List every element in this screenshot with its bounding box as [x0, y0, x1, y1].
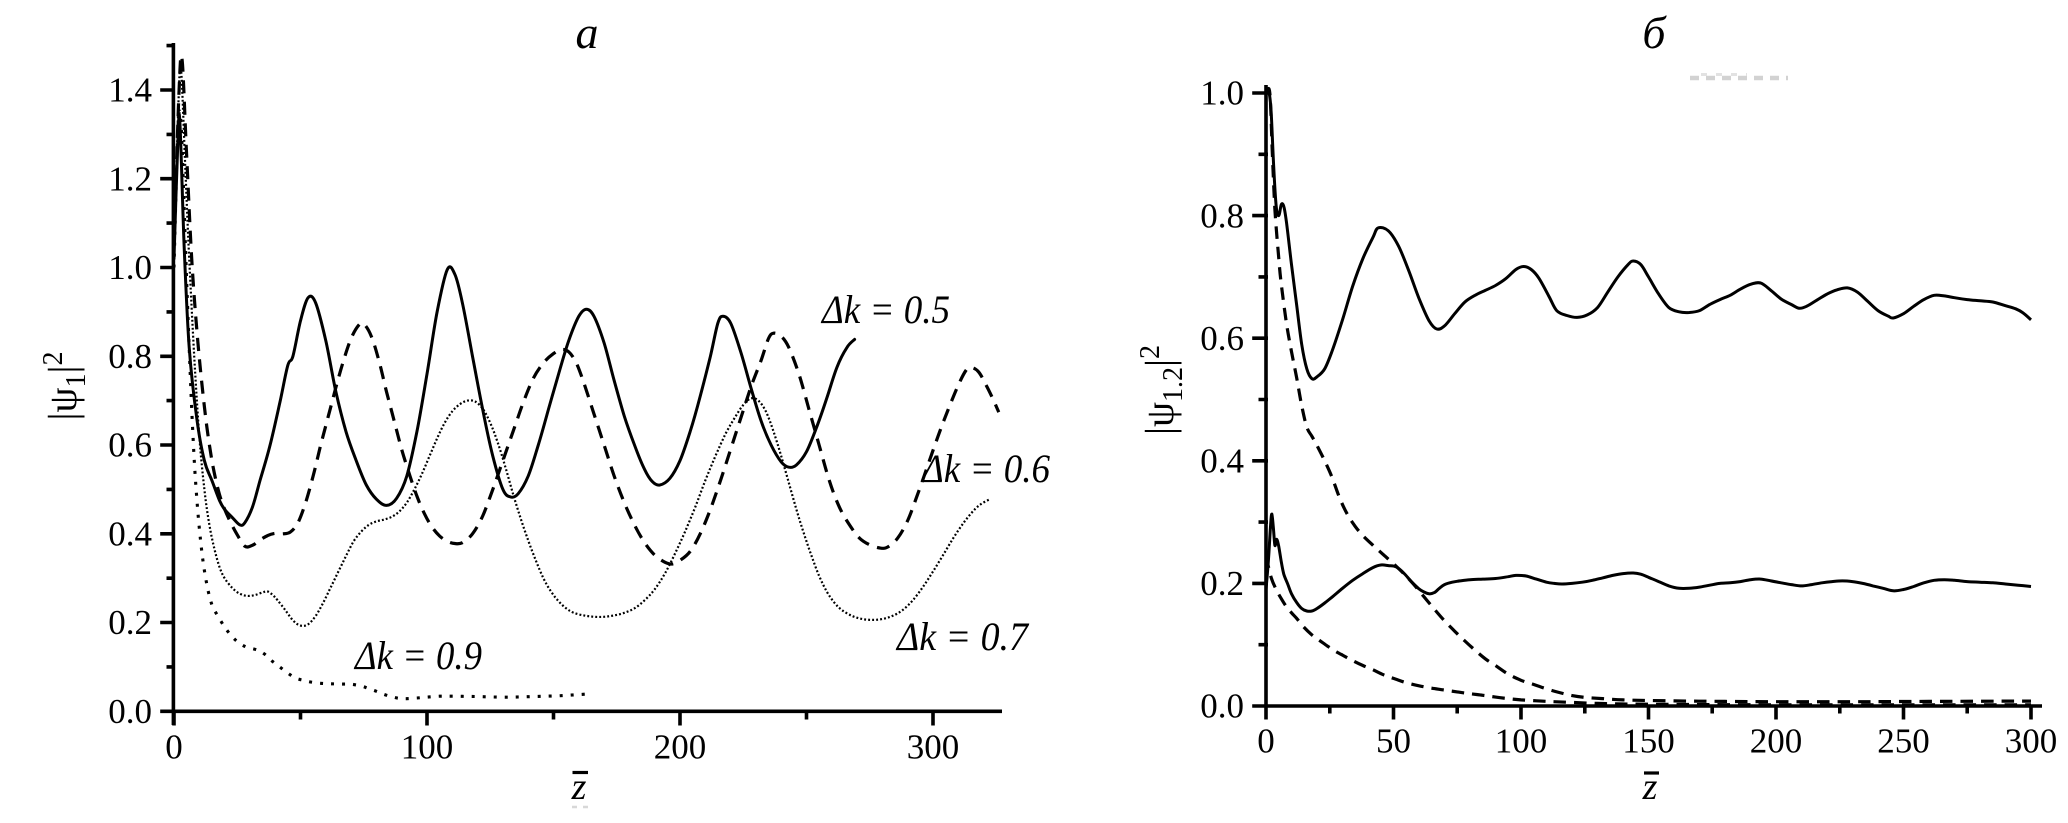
svg-text:0.6: 0.6 [1200, 319, 1244, 358]
svg-text:50: 50 [1376, 722, 1411, 761]
svg-text:0.6: 0.6 [108, 426, 152, 465]
svg-text:a: a [576, 7, 599, 58]
svg-text:z: z [571, 766, 587, 808]
svg-text:100: 100 [1495, 722, 1548, 761]
svg-text:200: 200 [1750, 722, 1803, 761]
svg-text:0.4: 0.4 [1200, 442, 1244, 481]
svg-text:Δk = 0.6: Δk = 0.6 [920, 446, 1050, 491]
svg-text:200: 200 [654, 728, 707, 767]
svg-text:0.8: 0.8 [1200, 196, 1244, 235]
svg-text:0.8: 0.8 [108, 337, 152, 376]
svg-text:300: 300 [2005, 722, 2058, 761]
svg-text:0.2: 0.2 [108, 603, 152, 642]
svg-text:250: 250 [1877, 722, 1930, 761]
svg-text:Δk = 0.9: Δk = 0.9 [353, 633, 482, 678]
svg-text:0.0: 0.0 [108, 692, 152, 731]
svg-text:б: б [1642, 7, 1667, 58]
svg-text:Δk = 0.7: Δk = 0.7 [895, 614, 1030, 659]
svg-text:150: 150 [1622, 722, 1675, 761]
svg-text:0.2: 0.2 [1200, 564, 1244, 603]
svg-text:1.0: 1.0 [1200, 74, 1244, 113]
svg-text:0: 0 [165, 728, 183, 767]
svg-text:z: z [1642, 766, 1658, 808]
svg-text:1.0: 1.0 [108, 248, 152, 287]
svg-text:|ψ1.2|2: |ψ1.2|2 [1135, 345, 1189, 435]
svg-text:0.0: 0.0 [1200, 687, 1244, 726]
svg-text:300: 300 [907, 728, 960, 767]
svg-text:0.4: 0.4 [108, 514, 152, 553]
svg-text:Δk = 0.5: Δk = 0.5 [820, 287, 950, 332]
svg-text:0: 0 [1257, 722, 1275, 761]
svg-text:1.4: 1.4 [108, 71, 152, 110]
svg-text:100: 100 [401, 728, 454, 767]
svg-text:1.2: 1.2 [108, 159, 152, 198]
